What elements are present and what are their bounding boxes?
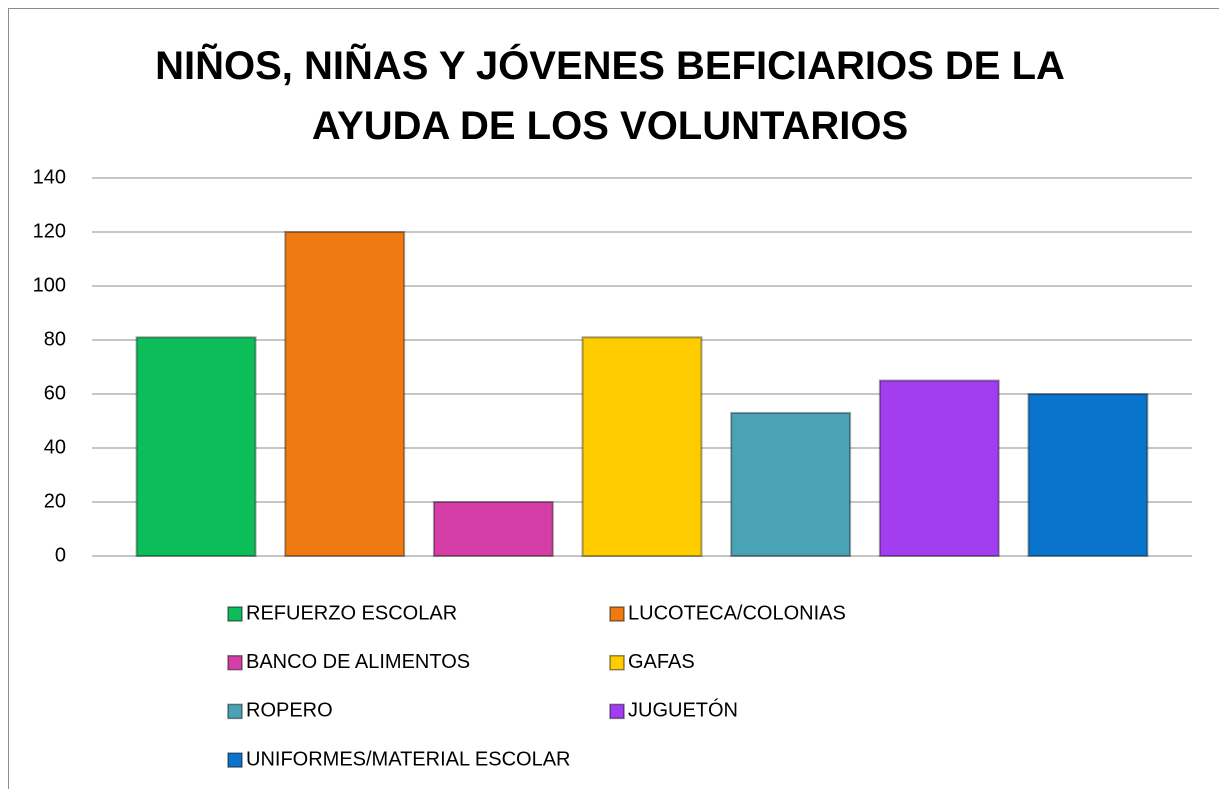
legend-label: LUCOTECA/COLONIAS — [628, 602, 846, 624]
bar — [1027, 393, 1149, 557]
chart-border — [8, 8, 1219, 789]
bar — [878, 379, 1000, 557]
bar — [135, 336, 257, 557]
y-tick-label: 40 — [44, 436, 66, 458]
y-tick-label: 0 — [55, 544, 66, 566]
legend-swatch — [227, 606, 243, 622]
bar — [284, 231, 406, 557]
y-tick-label: 20 — [44, 490, 66, 512]
legend-swatch — [227, 654, 243, 671]
legend-label: BANCO DE ALIMENTOS — [246, 651, 470, 673]
bar — [581, 336, 703, 557]
chart-title: NIÑOS, NIÑAS Y JÓVENES BEFICIARIOS DE LA… — [155, 44, 1065, 148]
legend-swatch — [609, 606, 625, 622]
legend-label: UNIFORMES/MATERIAL ESCOLAR — [246, 748, 571, 770]
legend-swatch — [609, 703, 625, 720]
legend-swatch — [609, 654, 625, 671]
legend-swatch — [227, 703, 243, 720]
y-tick-label: 80 — [44, 328, 66, 350]
bar — [730, 411, 852, 557]
bar — [432, 501, 554, 557]
y-tick-label: 120 — [33, 220, 66, 242]
legend-label: ROPERO — [246, 700, 333, 722]
y-tick-label: 100 — [33, 274, 66, 296]
legend-label: JUGUETÓN — [628, 699, 738, 722]
legend-label: REFUERZO ESCOLAR — [246, 602, 457, 624]
y-tick-label: 60 — [44, 382, 66, 404]
legend-label: GAFAS — [628, 651, 695, 673]
legend-swatch — [227, 752, 243, 768]
y-tick-label: 140 — [33, 166, 66, 188]
